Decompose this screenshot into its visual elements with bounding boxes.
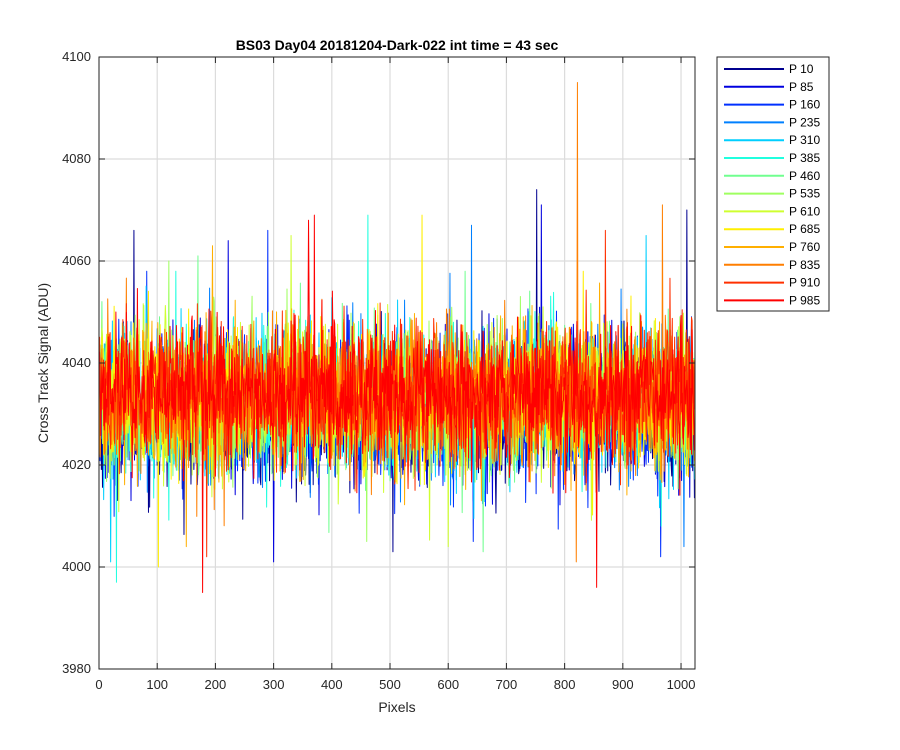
- legend: P 10 P 85 P 160 P 235 P 310 P 385 P 460 P 535 P …: [716, 56, 830, 312]
- legend-label: P 760: [789, 240, 820, 254]
- legend-label: P 385: [789, 151, 820, 165]
- axis-ticks: 0 100 200 300 400 500 600 700 800 900 1000 3980 4000…: [62, 49, 695, 692]
- legend-label: P 835: [789, 258, 820, 272]
- legend-label: P 160: [789, 98, 820, 112]
- legend-label: P 460: [789, 169, 820, 183]
- x-tick-label: 600: [437, 677, 459, 692]
- x-tick-label: 900: [612, 677, 634, 692]
- x-tick-label: 800: [554, 677, 576, 692]
- legend-label: P 910: [789, 276, 820, 290]
- legend-label: P 85: [789, 80, 814, 94]
- x-tick-label: 400: [321, 677, 343, 692]
- legend-label: P 685: [789, 222, 820, 236]
- y-tick-label: 4020: [62, 457, 91, 472]
- series-line-p-985: [98, 214, 696, 593]
- y-tick-label: 4040: [62, 355, 91, 370]
- x-tick-label: 1000: [667, 677, 696, 692]
- series-lines: [98, 82, 696, 593]
- x-tick-label: 700: [496, 677, 518, 692]
- x-tick-label: 100: [146, 677, 168, 692]
- legend-box: [716, 56, 830, 312]
- y-tick-label: 3980: [62, 661, 91, 676]
- y-tick-label: 4000: [62, 559, 91, 574]
- y-axis-label: Cross Track Signal (ADU): [35, 283, 51, 443]
- legend-label: P 985: [789, 293, 820, 307]
- legend-label: P 10: [789, 62, 814, 76]
- x-axis-label: Pixels: [378, 699, 415, 715]
- x-tick-label: 300: [263, 677, 285, 692]
- x-tick-label: 200: [205, 677, 227, 692]
- chart-title: BS03 Day04 20181204-Dark-022 int time = …: [236, 37, 559, 53]
- y-tick-label: 4080: [62, 151, 91, 166]
- y-tick-label: 4100: [62, 49, 91, 64]
- legend-label: P 235: [789, 115, 820, 129]
- x-tick-label: 500: [379, 677, 401, 692]
- y-tick-label: 4060: [62, 253, 91, 268]
- legend-label: P 310: [789, 133, 820, 147]
- legend-label: P 535: [789, 187, 820, 201]
- legend-label: P 610: [789, 204, 820, 218]
- x-tick-label: 0: [95, 677, 102, 692]
